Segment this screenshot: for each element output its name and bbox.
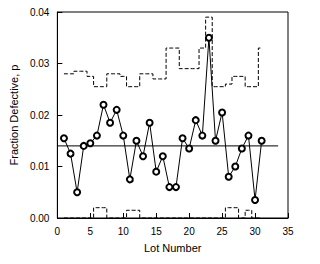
svg-text:35: 35 (282, 226, 294, 237)
svg-text:Lot Number: Lot Number (144, 242, 202, 254)
svg-text:0: 0 (55, 226, 61, 237)
svg-text:15: 15 (151, 226, 163, 237)
svg-text:Fraction Defective, p: Fraction Defective, p (8, 65, 20, 166)
svg-text:5: 5 (88, 226, 94, 237)
svg-text:0.03: 0.03 (30, 58, 50, 69)
svg-text:0.00: 0.00 (30, 213, 50, 224)
svg-text:25: 25 (217, 226, 229, 237)
svg-text:30: 30 (249, 226, 261, 237)
svg-text:20: 20 (184, 226, 196, 237)
svg-text:0.02: 0.02 (30, 110, 50, 121)
svg-text:0.04: 0.04 (30, 7, 50, 18)
svg-text:10: 10 (118, 226, 130, 237)
svg-text:0.01: 0.01 (30, 161, 50, 172)
